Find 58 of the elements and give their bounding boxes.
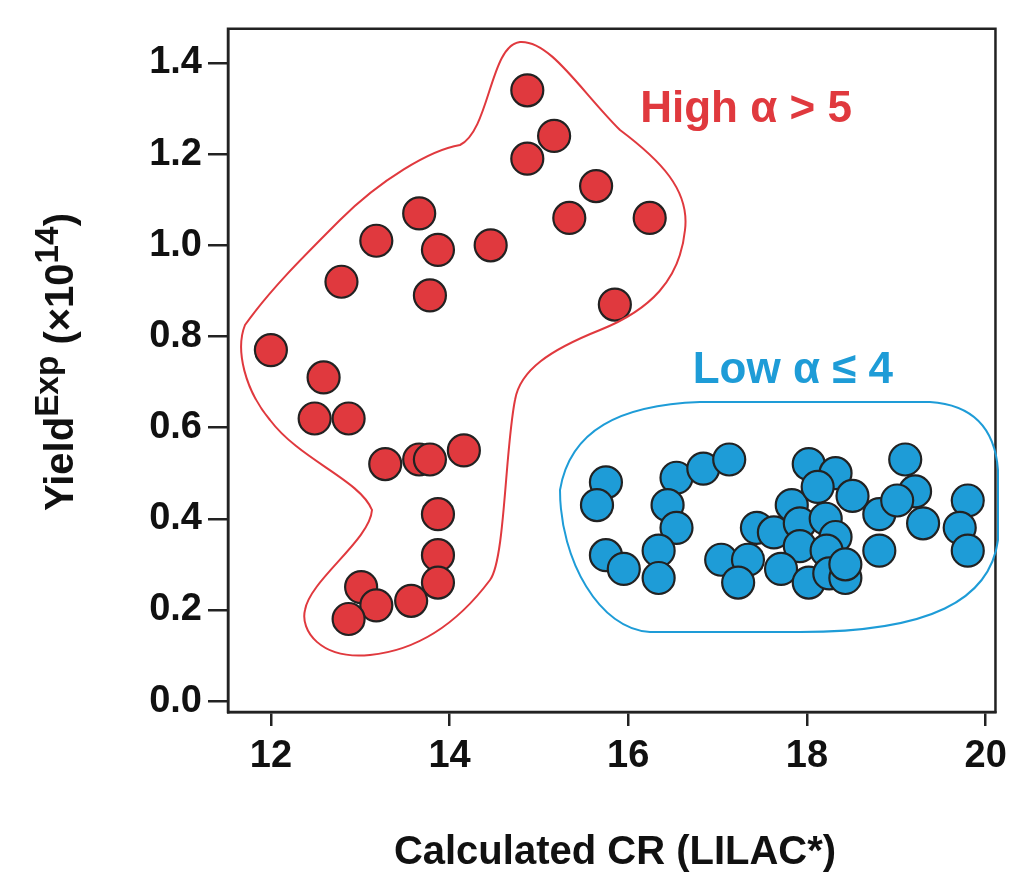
- point: [306, 360, 341, 395]
- point: [510, 73, 545, 108]
- point: [905, 506, 941, 541]
- y-tick-label: 0.8: [149, 312, 202, 355]
- point: [402, 196, 437, 231]
- point: [763, 551, 799, 586]
- point: [420, 565, 456, 600]
- y-tick-label: 0.6: [149, 404, 202, 447]
- point: [835, 478, 870, 514]
- point: [606, 551, 641, 586]
- point: [828, 547, 863, 582]
- annotation: High α > 5: [640, 82, 852, 132]
- point: [412, 442, 448, 477]
- point: [446, 433, 481, 468]
- x-tick-label: 14: [428, 733, 471, 776]
- y-tick-label: 0.2: [149, 586, 202, 629]
- point: [359, 223, 394, 258]
- point: [579, 168, 614, 204]
- point: [420, 497, 456, 532]
- point: [394, 583, 429, 618]
- point: [510, 141, 545, 176]
- point: [632, 200, 667, 236]
- point: [880, 483, 915, 518]
- point: [297, 401, 332, 436]
- point: [368, 446, 403, 482]
- point: [712, 442, 747, 477]
- x-tick-label: 12: [249, 733, 293, 776]
- point: [888, 442, 923, 477]
- y-tick-label: 1.0: [149, 221, 202, 264]
- point: [800, 469, 835, 504]
- point: [253, 333, 288, 368]
- point: [420, 232, 456, 267]
- point: [597, 287, 632, 322]
- point: [552, 200, 587, 236]
- point: [473, 228, 508, 263]
- y-tick-label: 1.2: [149, 130, 202, 173]
- point: [686, 451, 721, 486]
- y-tick-label: 0.0: [149, 677, 202, 720]
- y-tick-label: 1.4: [149, 39, 202, 82]
- point: [537, 118, 572, 154]
- point: [331, 601, 366, 637]
- x-axis-title: Calculated CR (LILAC*): [393, 828, 837, 873]
- point: [721, 565, 756, 600]
- x-tick-label: 16: [607, 733, 650, 776]
- point: [324, 264, 359, 299]
- point: [641, 560, 676, 596]
- point: [359, 588, 394, 623]
- point: [950, 533, 985, 568]
- x-tick-label: 20: [964, 733, 1007, 776]
- point: [950, 483, 985, 518]
- point: [862, 533, 897, 568]
- point: [659, 510, 694, 545]
- point: [331, 401, 366, 436]
- point: [412, 278, 448, 313]
- point: [579, 487, 615, 523]
- x-tick-label: 18: [785, 733, 829, 776]
- annotation: Low α ≤ 4: [692, 342, 894, 392]
- y-tick-label: 0.4: [149, 495, 202, 538]
